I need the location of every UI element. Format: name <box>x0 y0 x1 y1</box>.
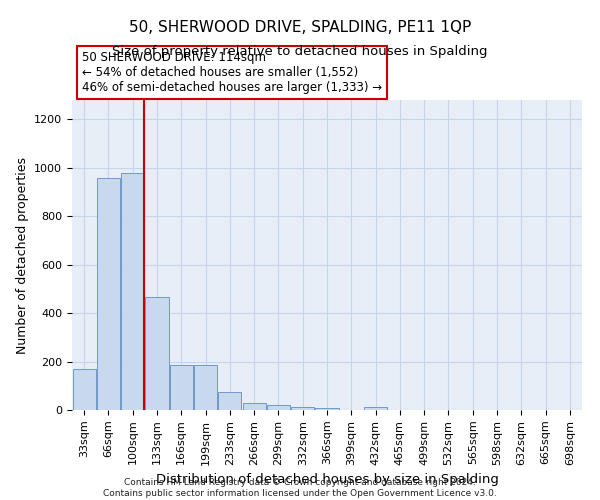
Bar <box>218 392 241 410</box>
Bar <box>291 407 314 410</box>
X-axis label: Distribution of detached houses by size in Spalding: Distribution of detached houses by size … <box>155 473 499 486</box>
Bar <box>170 365 193 410</box>
Bar <box>242 404 266 410</box>
Text: Size of property relative to detached houses in Spalding: Size of property relative to detached ho… <box>112 45 488 58</box>
Bar <box>145 298 169 410</box>
Bar <box>267 404 290 410</box>
Text: 50 SHERWOOD DRIVE: 114sqm
← 54% of detached houses are smaller (1,552)
46% of se: 50 SHERWOOD DRIVE: 114sqm ← 54% of detac… <box>82 51 382 94</box>
Bar <box>194 365 217 410</box>
Bar <box>97 178 120 410</box>
Text: Contains HM Land Registry data © Crown copyright and database right 2024.
Contai: Contains HM Land Registry data © Crown c… <box>103 478 497 498</box>
Bar <box>364 407 387 410</box>
Y-axis label: Number of detached properties: Number of detached properties <box>16 156 29 354</box>
Bar <box>316 408 338 410</box>
Text: 50, SHERWOOD DRIVE, SPALDING, PE11 1QP: 50, SHERWOOD DRIVE, SPALDING, PE11 1QP <box>129 20 471 35</box>
Bar <box>121 172 144 410</box>
Bar <box>73 369 95 410</box>
